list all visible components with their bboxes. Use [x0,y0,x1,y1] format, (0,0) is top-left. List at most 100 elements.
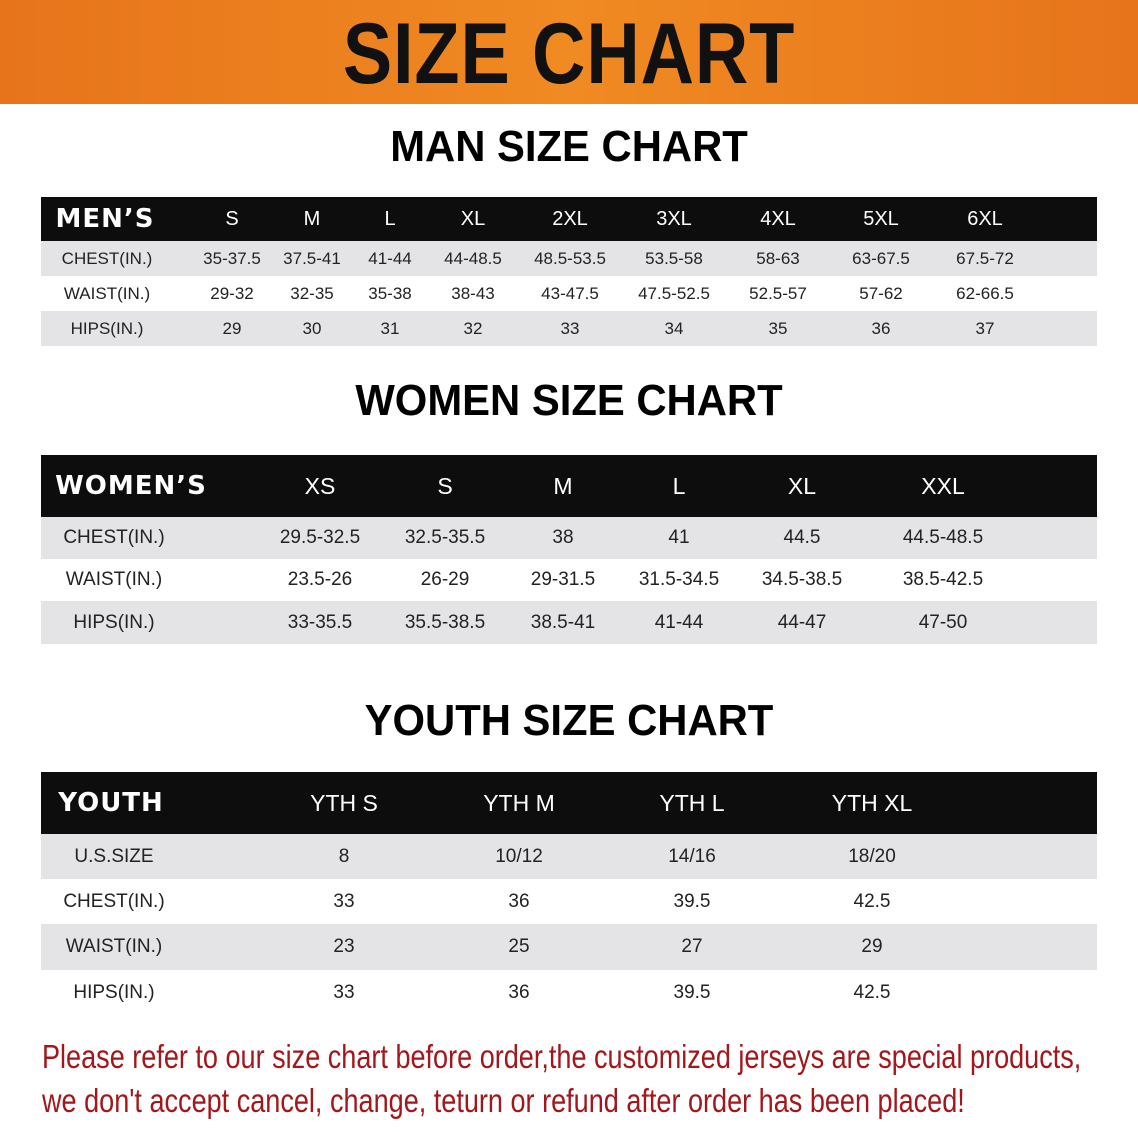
men-header-label: MEN’S [55,204,155,234]
row-label: HIPS(IN.) [73,611,155,633]
page-title: SIZE CHART [342,6,796,102]
measurement-cell: 47-50 [918,611,968,633]
measurement-cell: 8 [338,845,350,867]
measurement-cell: 26-29 [420,569,470,590]
measurement-cell: 34.5-38.5 [761,569,843,590]
measurement-cell: 42.5 [853,890,891,912]
measurement-cell: 29-32 [210,283,254,303]
measurement-cell: 44.5-48.5 [902,527,984,548]
size-header: M [303,207,321,230]
measurement-cell: 36 [871,318,891,338]
row-label: U.S.SIZE [74,845,154,867]
measurement-cell: 33 [333,890,355,912]
measurement-cell: 42.5 [853,981,891,1003]
table-row: WAIST(IN.) 29-32 32-35 35-38 38-43 43-47.5 47.… [41,276,1097,311]
size-header: L [672,472,686,499]
table-row: CHEST(IN.) 29.5-32.5 32.5-35.5 38 41 44.5 44.5… [41,517,1097,559]
measurement-cell: 41-44 [368,248,412,268]
measurement-cell: 35 [768,318,788,338]
measurement-cell: 29.5-32.5 [279,527,361,548]
measurement-cell: 38.5-42.5 [902,569,984,590]
measurement-cell: 31 [380,318,400,338]
size-header: XXL [921,472,965,499]
disclaimer-line-1: Please refer to our size chart before or… [42,1038,1082,1075]
women-header-label: WOMEN’S [55,471,207,501]
measurement-cell: 32.5-35.5 [404,527,486,548]
size-header: XS [304,472,336,499]
measurement-cell: 48.5-53.5 [534,248,606,268]
measurement-cell: 29-31.5 [530,569,596,590]
measurement-cell: 53.5-58 [645,248,703,268]
table-row: CHEST(IN.) 35-37.5 37.5-41 41-44 44-48.5 48.5… [41,241,1097,276]
size-header: S [437,472,453,499]
size-header: YTH S [310,789,378,816]
size-header: YTH XL [831,789,913,816]
measurement-cell: 10/12 [495,845,543,867]
table-row: U.S.SIZE 8 10/12 14/16 18/20 [41,834,1097,879]
measurement-cell: 37.5-41 [283,248,341,268]
measurement-cell: 33 [560,318,580,338]
row-label: CHEST(IN.) [63,527,165,548]
size-header: 4XL [760,207,796,230]
table-row: HIPS(IN.) 33-35.5 35.5-38.5 38.5-41 41-44 44-… [41,601,1097,644]
measurement-cell: 52.5-57 [749,283,807,303]
measurement-cell: 33 [333,981,355,1003]
row-label: WAIST(IN.) [63,283,151,303]
men-size-table: MEN’S S M L XL 2XL 3XL 4XL 5XL 6XL CHEST(IN.) 35-37… [41,197,1097,346]
measurement-cell: 25 [508,936,530,957]
measurement-cell: 57-62 [859,283,903,303]
row-label: CHEST(IN.) [63,890,165,912]
table-row: WAIST(IN.) 23.5-26 26-29 29-31.5 31.5-34.5 34… [41,559,1097,601]
size-header: YTH L [659,789,725,816]
measurement-cell: 63-67.5 [852,248,910,268]
youth-size-table: YOUTH YTH S YTH M YTH L YTH XL U.S.SIZE 8 10/12… [41,772,1097,1016]
measurement-cell: 37 [975,318,995,338]
size-header: 6XL [967,207,1003,230]
measurement-cell: 29 [222,318,242,338]
youth-header-row: YOUTH YTH S YTH M YTH L YTH XL [41,772,1097,834]
measurement-cell: 35-38 [368,283,412,303]
size-header: L [384,207,396,230]
row-label: CHEST(IN.) [61,248,153,268]
measurement-cell: 41 [668,527,690,548]
measurement-cell: 62-66.5 [956,283,1014,303]
table-row: CHEST(IN.) 33 36 39.5 42.5 [41,879,1097,924]
disclaimer-line-2: we don't accept cancel, change, teturn o… [42,1082,965,1119]
measurement-cell: 23.5-26 [287,569,353,590]
measurement-cell: 67.5-72 [956,248,1014,268]
row-label: HIPS(IN.) [73,981,155,1003]
measurement-cell: 39.5 [673,981,711,1003]
measurement-cell: 36 [508,981,530,1003]
size-header: 5XL [863,207,899,230]
measurement-cell: 30 [302,318,322,338]
measurement-cell: 35.5-38.5 [404,611,486,633]
measurement-cell: 38.5-41 [530,611,596,633]
table-row: HIPS(IN.) 33 36 39.5 42.5 [41,970,1097,1015]
size-header: YTH M [483,789,555,816]
measurement-cell: 43-47.5 [541,283,599,303]
men-header-row: MEN’S S M L XL 2XL 3XL 4XL 5XL 6XL [41,197,1097,241]
size-header: XL [460,207,486,230]
measurement-cell: 14/16 [668,845,716,867]
measurement-cell: 33-35.5 [287,611,353,633]
measurement-cell: 38-43 [451,283,495,303]
measurement-cell: 31.5-34.5 [638,569,720,590]
women-section-title: WOMEN SIZE CHART [355,376,783,425]
measurement-cell: 29 [861,936,883,957]
youth-section-title: YOUTH SIZE CHART [364,696,774,745]
measurement-cell: 41-44 [654,611,704,633]
row-label: HIPS(IN.) [70,318,144,338]
youth-header-label: YOUTH [58,788,164,818]
measurement-cell: 23 [333,936,355,957]
measurement-cell: 44.5 [783,527,821,548]
size-header: XL [787,472,817,499]
measurement-cell: 34 [664,318,684,338]
measurement-cell: 39.5 [673,890,711,912]
size-header: 2XL [552,207,588,230]
women-size-table: WOMEN’S XS S M L XL XXL CHEST(IN.) 29.5-32.5 32.5… [41,455,1097,644]
measurement-cell: 47.5-52.5 [638,283,710,303]
measurement-cell: 58-63 [756,248,800,268]
measurement-cell: 44-48.5 [444,248,502,268]
measurement-cell: 27 [681,936,703,957]
table-row: HIPS(IN.) 29 30 31 32 33 34 35 36 37 [41,311,1097,346]
